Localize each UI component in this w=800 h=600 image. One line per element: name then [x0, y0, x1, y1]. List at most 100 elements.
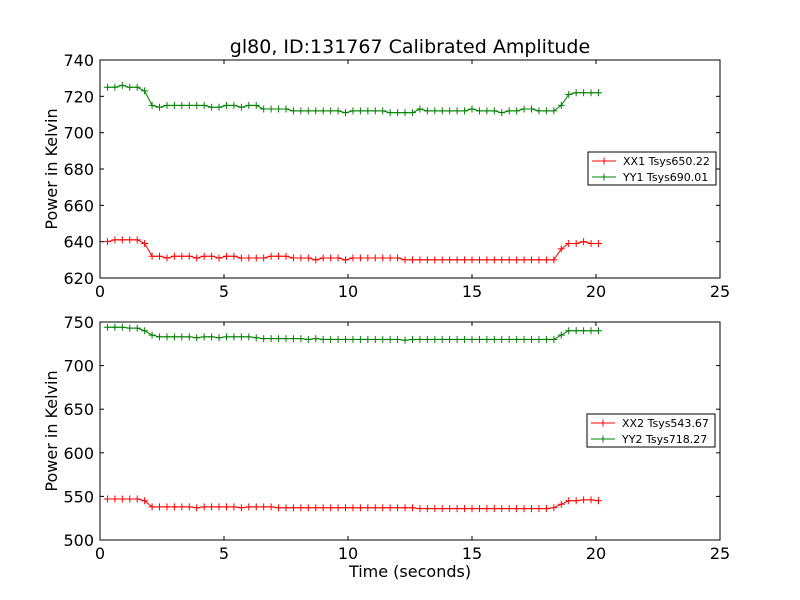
data-point — [468, 256, 476, 264]
data-point — [513, 505, 521, 513]
data-point — [334, 107, 342, 115]
data-point — [178, 101, 186, 109]
data-point — [289, 335, 297, 343]
data-point — [453, 505, 461, 513]
data-point — [141, 327, 149, 335]
data-point — [386, 504, 394, 512]
data-point — [111, 495, 119, 503]
data-point — [490, 107, 498, 115]
data-point — [327, 254, 335, 262]
data-point — [282, 105, 290, 113]
data-point — [371, 107, 379, 115]
data-point — [423, 505, 431, 513]
y-tick-label: 680 — [63, 160, 94, 179]
legend-marker — [599, 435, 607, 443]
data-point — [535, 256, 543, 264]
legend-marker — [599, 419, 607, 427]
data-point — [498, 505, 506, 513]
data-point — [528, 335, 536, 343]
data-point — [408, 109, 416, 117]
data-point — [304, 254, 312, 262]
data-point — [520, 105, 528, 113]
data-point — [594, 497, 602, 505]
data-point — [208, 103, 216, 111]
chart-title: gl80, ID:131767 Calibrated Amplitude — [230, 36, 590, 58]
data-point — [289, 504, 297, 512]
data-point — [557, 245, 565, 253]
data-point — [550, 335, 558, 343]
data-point — [468, 105, 476, 113]
data-point — [215, 334, 223, 342]
data-point — [475, 107, 483, 115]
data-point — [304, 504, 312, 512]
data-point — [520, 505, 528, 513]
data-point — [446, 505, 454, 513]
data-point — [461, 505, 469, 513]
data-point — [379, 254, 387, 262]
y-tick-label: 500 — [63, 531, 94, 550]
data-point — [356, 254, 364, 262]
data-point — [327, 107, 335, 115]
legend-entry: XX1 Tsys650.22 — [623, 155, 710, 168]
data-point — [193, 101, 201, 109]
data-point — [312, 504, 320, 512]
data-point — [490, 256, 498, 264]
data-point — [304, 335, 312, 343]
legend-marker — [600, 157, 608, 165]
data-point — [282, 504, 290, 512]
x-axis-label: Time (seconds) — [348, 562, 471, 581]
y-tick-label: 650 — [63, 400, 94, 419]
data-point — [208, 503, 216, 511]
x-tick-label: 20 — [586, 544, 606, 563]
data-point — [275, 335, 283, 343]
data-point — [416, 256, 424, 264]
legend: XX1 Tsys650.22 YY1 Tsys690.01 — [587, 151, 717, 186]
data-point — [230, 333, 238, 341]
data-point — [230, 503, 238, 511]
data-point — [505, 256, 513, 264]
data-point — [535, 335, 543, 343]
data-point — [185, 101, 193, 109]
data-point — [483, 256, 491, 264]
data-point — [267, 503, 275, 511]
data-point — [334, 335, 342, 343]
data-point — [245, 503, 253, 511]
data-point — [438, 107, 446, 115]
data-point — [364, 335, 372, 343]
data-point — [475, 505, 483, 513]
data-point — [580, 89, 588, 97]
data-point — [483, 335, 491, 343]
data-point — [423, 107, 431, 115]
data-point — [490, 505, 498, 513]
data-point — [542, 335, 550, 343]
data-point — [222, 252, 230, 260]
data-point — [468, 335, 476, 343]
data-point — [156, 333, 164, 341]
data-point — [111, 83, 119, 91]
data-point — [156, 252, 164, 260]
data-point — [394, 504, 402, 512]
data-point — [475, 335, 483, 343]
data-point — [148, 252, 156, 260]
data-point — [587, 327, 595, 335]
data-point — [342, 335, 350, 343]
data-point — [550, 504, 558, 512]
data-point — [289, 254, 297, 262]
data-point — [245, 101, 253, 109]
data-point — [446, 256, 454, 264]
data-point — [423, 256, 431, 264]
data-point — [528, 505, 536, 513]
data-point — [178, 252, 186, 260]
y-tick-label: 550 — [63, 487, 94, 506]
x-tick-label: 25 — [710, 544, 730, 563]
data-point — [542, 256, 550, 264]
data-point — [103, 83, 111, 91]
data-point — [535, 505, 543, 513]
data-point — [557, 500, 565, 508]
data-point — [282, 335, 290, 343]
data-point — [163, 333, 171, 341]
data-point — [401, 109, 409, 117]
data-point — [133, 495, 141, 503]
x-tick-label: 0 — [95, 544, 105, 563]
